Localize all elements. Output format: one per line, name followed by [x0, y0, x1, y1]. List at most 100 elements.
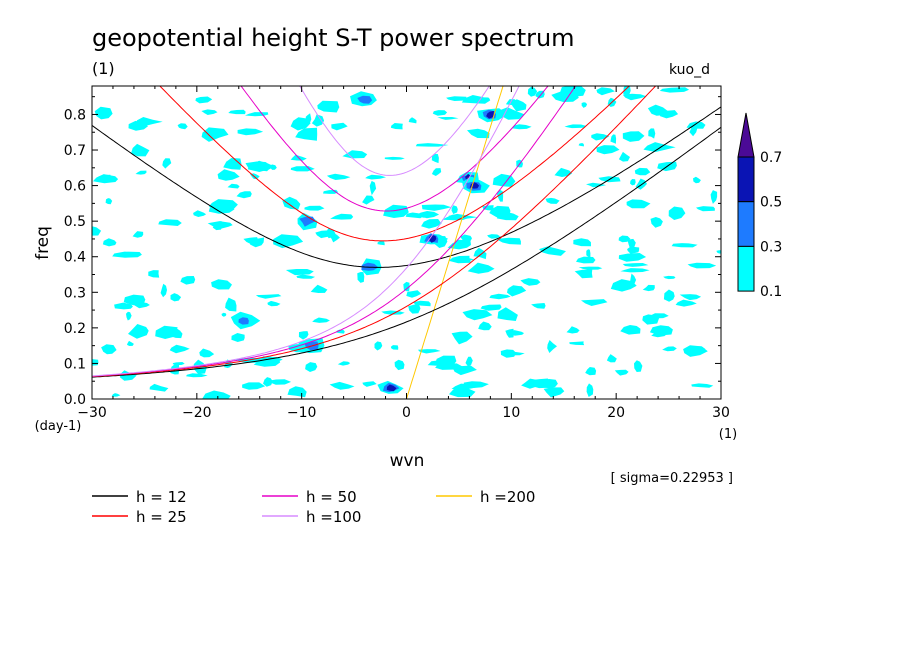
power-contour-low: [511, 124, 532, 130]
gravity-curve-h25: [159, 86, 631, 242]
power-contour-low: [305, 113, 312, 124]
power-contour-low: [94, 106, 113, 120]
power-contour-low: [564, 124, 587, 129]
power-contour-low: [237, 128, 264, 136]
power-contour-low: [660, 110, 679, 119]
power-contour-low: [406, 290, 422, 298]
power-contour-low: [403, 281, 410, 292]
power-contour-low: [482, 205, 494, 211]
power-contour-low: [527, 86, 538, 97]
power-contour-low: [497, 307, 518, 321]
power-contour-low: [381, 310, 405, 315]
power-contour-low: [578, 143, 584, 147]
y-tick-label: 0.6: [64, 179, 86, 195]
power-contour-low: [128, 120, 148, 131]
power-contour-low: [451, 205, 458, 214]
power-contour-low: [342, 150, 368, 159]
power-contour-low: [610, 134, 617, 144]
power-contour-low: [689, 122, 698, 137]
power-contour-low: [431, 168, 442, 176]
power-contour-low: [417, 349, 441, 354]
power-contour-low: [618, 235, 631, 243]
power-contour-low: [170, 293, 182, 302]
power-contour-low: [421, 204, 452, 211]
x-unit-label: (1): [719, 427, 737, 442]
power-contour-low: [710, 190, 718, 204]
power-contour-low: [634, 360, 643, 372]
power-contour-low: [158, 219, 182, 226]
power-contour-low: [390, 345, 399, 350]
power-contour-low: [383, 204, 409, 218]
power-contour-low: [620, 325, 641, 335]
colorbar-label: 0.7: [760, 150, 782, 166]
power-contour-low: [662, 346, 677, 352]
power-contour-0.5: [386, 384, 397, 392]
power-contour-low: [586, 249, 591, 258]
power-contour-low: [128, 324, 149, 339]
power-contour-low: [539, 246, 566, 256]
power-contour-low: [505, 99, 517, 106]
x-axis-label: wvn: [390, 451, 425, 471]
power-contour-low: [119, 370, 137, 381]
power-contour-low: [520, 278, 541, 286]
power-contour-low: [245, 161, 273, 172]
power-contour-low: [223, 158, 242, 170]
power-contour-low: [227, 183, 240, 189]
power-contour-low: [554, 167, 573, 177]
power-contour-low: [155, 325, 178, 339]
power-contour-low: [642, 284, 655, 292]
colorbar-segment-0.3: [737, 201, 755, 247]
power-contour-low: [243, 237, 259, 244]
colorbar-label: 0.3: [760, 239, 782, 255]
power-contour-low: [255, 294, 282, 299]
power-contour-low: [606, 354, 617, 363]
power-contour-low: [331, 122, 348, 131]
power-contour-low: [620, 268, 650, 273]
x-tick-label: 0: [402, 405, 411, 421]
power-contour-low: [578, 266, 603, 270]
power-contour-low: [362, 195, 375, 205]
power-contour-low: [310, 284, 328, 293]
y-tick-label: 0.7: [64, 143, 86, 159]
power-contour-low: [169, 344, 190, 354]
power-contour-low: [687, 262, 717, 269]
x-tick-label: −10: [287, 405, 317, 421]
power-contour-low: [231, 333, 245, 342]
power-contour-low: [447, 239, 471, 250]
power-contour-low: [622, 93, 647, 101]
gravity-curve-h12: [92, 106, 721, 268]
power-contour-low: [642, 314, 660, 325]
power-contour-low: [201, 109, 218, 115]
power-contour-low: [622, 263, 649, 267]
power-contour-low: [102, 238, 117, 247]
power-contour-low: [531, 303, 546, 309]
x-axis: −30 −20 −10 0 10 20 30: [77, 86, 730, 421]
power-contour-low: [413, 300, 431, 307]
power-contour-low: [551, 91, 579, 102]
legend: h = 12 h = 25 h = 50 h =100 h =200: [92, 488, 535, 526]
power-contour-low: [295, 127, 318, 141]
x-tick-label: 30: [712, 405, 730, 421]
legend-label: h = 12: [136, 488, 187, 506]
power-contour-low: [683, 345, 708, 357]
x-tick-label: 10: [502, 405, 520, 421]
power-contour-0.5: [486, 110, 494, 119]
power-contour-low: [221, 312, 227, 317]
y-axis: 0.0 0.1 0.2 0.3 0.4 0.5 0.6 0.7 0.8: [64, 96, 721, 408]
power-contour-low: [193, 210, 207, 217]
power-contour-low: [509, 330, 524, 336]
x-tick-label: −20: [182, 405, 212, 421]
power-contour-low: [419, 211, 440, 219]
power-contour-low: [92, 226, 102, 236]
power-contour-low: [581, 102, 588, 108]
power-contour-low: [202, 390, 231, 399]
y-tick-label: 0.5: [64, 214, 86, 230]
experiment-label: kuo_d: [669, 62, 710, 78]
power-contour-low: [160, 283, 167, 298]
power-contour-0.3: [357, 95, 373, 104]
colorbar-segment-0.5: [737, 156, 755, 203]
power-contour-low: [317, 100, 340, 113]
power-contour-low: [374, 341, 383, 351]
power-contour-low: [465, 356, 473, 367]
mrg-curve-h25: [92, 86, 657, 378]
